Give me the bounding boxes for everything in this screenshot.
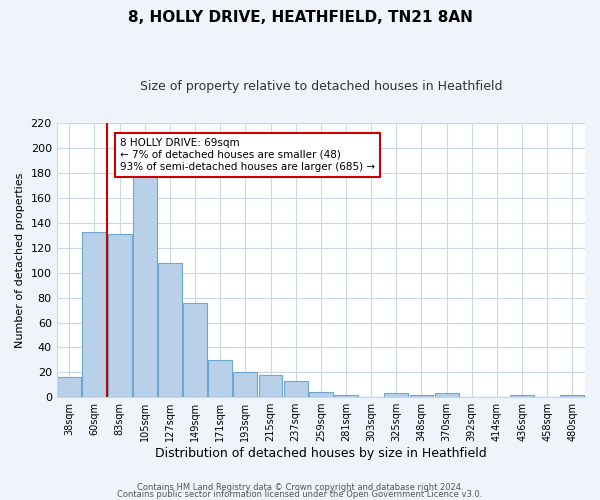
Text: 8 HOLLY DRIVE: 69sqm
← 7% of detached houses are smaller (48)
93% of semi-detach: 8 HOLLY DRIVE: 69sqm ← 7% of detached ho…	[120, 138, 375, 172]
Bar	[284, 381, 308, 397]
Title: Size of property relative to detached houses in Heathfield: Size of property relative to detached ho…	[140, 80, 502, 93]
Text: Contains public sector information licensed under the Open Government Licence v3: Contains public sector information licen…	[118, 490, 482, 499]
Bar	[233, 372, 257, 397]
Bar	[158, 263, 182, 397]
Bar	[510, 394, 534, 397]
Y-axis label: Number of detached properties: Number of detached properties	[15, 172, 25, 348]
Bar	[334, 394, 358, 397]
Bar	[434, 394, 458, 397]
Text: Contains HM Land Registry data © Crown copyright and database right 2024.: Contains HM Land Registry data © Crown c…	[137, 484, 463, 492]
Text: 8, HOLLY DRIVE, HEATHFIELD, TN21 8AN: 8, HOLLY DRIVE, HEATHFIELD, TN21 8AN	[128, 10, 472, 25]
Bar	[259, 375, 283, 397]
Bar	[208, 360, 232, 397]
Bar	[309, 392, 333, 397]
Bar	[107, 234, 131, 397]
Bar	[560, 394, 584, 397]
Bar	[82, 232, 106, 397]
Bar	[57, 378, 81, 397]
Bar	[133, 170, 157, 397]
Bar	[385, 394, 408, 397]
Bar	[410, 394, 433, 397]
X-axis label: Distribution of detached houses by size in Heathfield: Distribution of detached houses by size …	[155, 447, 487, 460]
Bar	[183, 302, 207, 397]
